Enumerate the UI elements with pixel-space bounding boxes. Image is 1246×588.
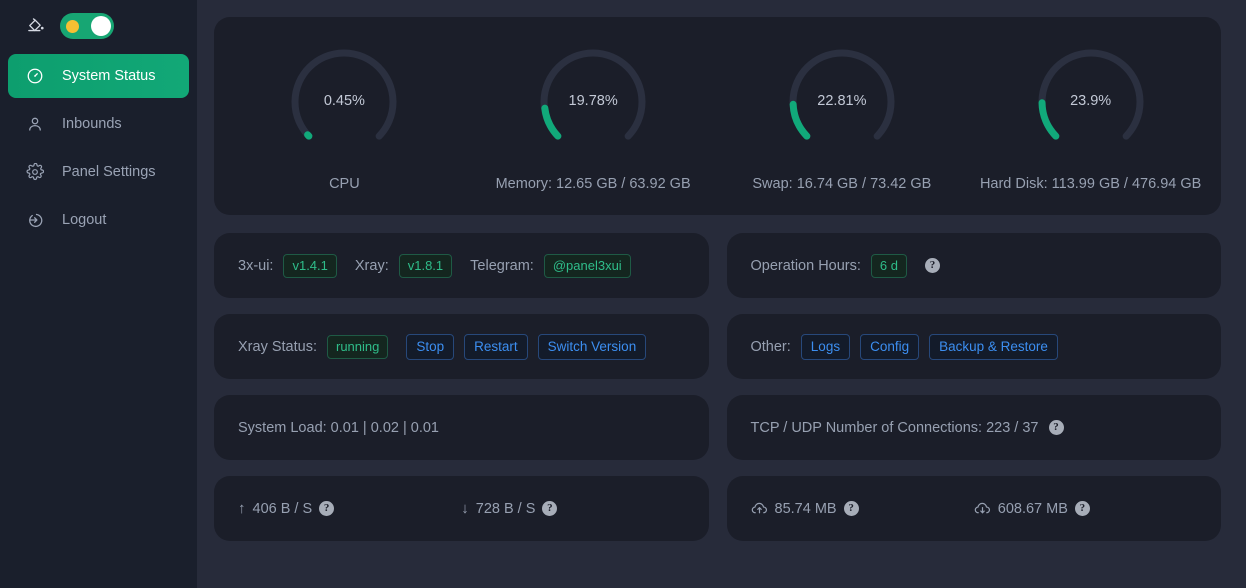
- main-content: 0.45% CPU 19.78% Memory: 12.65 GB / 63.9…: [197, 0, 1246, 588]
- info-rows: 3x-ui: v1.4.1 Xray: v1.8.1 Telegram: @pa…: [214, 233, 1221, 541]
- xui-version-tag[interactable]: v1.4.1: [283, 253, 337, 278]
- gear-icon: [26, 162, 45, 181]
- switch-version-button[interactable]: Switch Version: [537, 333, 647, 360]
- sidebar: System Status Inbounds: [0, 0, 197, 588]
- cloud-download-icon: [974, 500, 991, 517]
- gauge-harddisk: 23.9% Hard Disk: 113.99 GB / 476.94 GB: [966, 40, 1215, 192]
- gauge-swap: 22.81% Swap: 16.74 GB / 73.42 GB: [718, 40, 967, 192]
- gauge-svg: [1038, 49, 1144, 140]
- xray-version-tag[interactable]: v1.8.1: [398, 253, 453, 278]
- gauge-value: 23.9%: [1070, 93, 1112, 109]
- sidebar-item-inbounds[interactable]: Inbounds: [8, 102, 189, 146]
- operation-hours-value: 6 d: [870, 253, 907, 278]
- gauge-label: Hard Disk: 113.99 GB / 476.94 GB: [979, 176, 1202, 192]
- gauge-ring: 23.9%: [1030, 40, 1152, 162]
- theme-paint-icon[interactable]: [26, 16, 46, 36]
- info-row-load: System Load: 0.01 | 0.02 | 0.01 TCP / UD…: [214, 395, 1221, 460]
- gauge-label: Memory: 12.65 GB / 63.92 GB: [495, 176, 691, 192]
- sidebar-item-label: Panel Settings: [62, 163, 156, 180]
- user-icon: [26, 115, 44, 133]
- gauge-value: 22.81%: [817, 93, 867, 109]
- stop-button[interactable]: Stop: [406, 333, 455, 360]
- operation-hours-card: Operation Hours: 6 d ?: [726, 233, 1221, 298]
- help-icon[interactable]: ?: [843, 501, 859, 516]
- system-load-card: System Load: 0.01 | 0.02 | 0.01: [214, 395, 709, 460]
- help-icon[interactable]: ?: [925, 258, 940, 273]
- download-speed-value: 728 B / S: [475, 500, 536, 517]
- gauge-value: 0.45%: [323, 93, 365, 109]
- gauge-label: Swap: 16.74 GB / 73.42 GB: [752, 176, 932, 192]
- operation-hours-label: Operation Hours:: [750, 257, 861, 274]
- sun-icon: [66, 19, 79, 33]
- dashboard-icon: [26, 67, 44, 85]
- gauge-memory: 19.78% Memory: 12.65 GB / 63.92 GB: [469, 40, 718, 192]
- traffic-card: 85.74 MB ?: [726, 476, 1221, 541]
- status-badge: running: [326, 334, 389, 359]
- gauge-ring: 19.78%: [532, 40, 654, 162]
- arrow-up-icon: ↑: [238, 500, 246, 517]
- xray-status-card: Xray Status: running Stop Restart Switch…: [214, 314, 709, 379]
- help-icon[interactable]: ?: [319, 501, 335, 516]
- gauge-ring: 22.81%: [781, 40, 903, 162]
- info-row-traffic: ↑ 406 B / S ? ↓ 728 B / S ?: [214, 476, 1221, 541]
- total-upload: 85.74 MB ?: [751, 500, 974, 517]
- xui-label: 3x-ui:: [238, 257, 274, 274]
- sidebar-item-label: Inbounds: [62, 115, 122, 132]
- sidebar-item-logout[interactable]: Logout: [8, 198, 189, 242]
- telegram-handle-tag[interactable]: @panel3xui: [543, 253, 631, 278]
- total-upload-value: 85.74 MB: [774, 500, 837, 517]
- download-speed: ↓ 728 B / S ?: [461, 501, 684, 517]
- system-gauges-card: 0.45% CPU 19.78% Memory: 12.65 GB / 63.9…: [214, 17, 1221, 215]
- dark-mode-toggle[interactable]: [60, 13, 114, 39]
- sidebar-item-label: System Status: [62, 67, 156, 84]
- sidebar-item-system-status[interactable]: System Status: [8, 54, 189, 98]
- help-icon[interactable]: ?: [1074, 501, 1090, 516]
- info-row-versions: 3x-ui: v1.4.1 Xray: v1.8.1 Telegram: @pa…: [214, 233, 1221, 298]
- gauge-ring: 0.45%: [283, 40, 405, 162]
- help-icon[interactable]: ?: [1048, 420, 1064, 435]
- gauge-label: CPU: [329, 176, 360, 192]
- info-row-status: Xray Status: running Stop Restart Switch…: [214, 314, 1221, 379]
- total-download-value: 608.67 MB: [997, 500, 1068, 517]
- system-load-text: System Load: 0.01 | 0.02 | 0.01: [238, 419, 439, 436]
- restart-button[interactable]: Restart: [464, 333, 528, 360]
- xray-status-label: Xray Status:: [238, 338, 317, 355]
- speed-card: ↑ 406 B / S ? ↓ 728 B / S ?: [214, 476, 709, 541]
- logs-button[interactable]: Logs: [800, 333, 851, 360]
- gauge-svg: [540, 49, 646, 140]
- sidebar-header: [0, 0, 197, 52]
- gauge-cpu: 0.45% CPU: [220, 40, 469, 192]
- gauge-svg: [291, 49, 397, 140]
- gauge-svg: [789, 49, 895, 140]
- logout-icon: [26, 211, 44, 229]
- xray-label: Xray:: [354, 257, 389, 274]
- connections-card: TCP / UDP Number of Connections: 223 / 3…: [726, 395, 1221, 460]
- other-label: Other:: [750, 338, 791, 355]
- connections-text: TCP / UDP Number of Connections: 223 / 3…: [750, 419, 1039, 436]
- toggle-knob: [91, 16, 111, 36]
- upload-speed: ↑ 406 B / S ?: [238, 501, 461, 517]
- arrow-down-icon: ↓: [461, 500, 469, 517]
- backup-restore-button[interactable]: Backup & Restore: [929, 333, 1058, 360]
- other-card: Other: Logs Config Backup & Restore: [726, 314, 1221, 379]
- total-download: 608.67 MB ?: [974, 500, 1197, 517]
- upload-speed-value: 406 B / S: [252, 500, 313, 517]
- config-button[interactable]: Config: [860, 333, 920, 360]
- gauge-value: 19.78%: [568, 93, 618, 109]
- help-icon[interactable]: ?: [542, 501, 558, 516]
- telegram-label: Telegram:: [470, 257, 534, 274]
- sidebar-item-panel-settings[interactable]: Panel Settings: [8, 150, 189, 194]
- versions-card: 3x-ui: v1.4.1 Xray: v1.8.1 Telegram: @pa…: [214, 233, 709, 298]
- cloud-upload-icon: [751, 500, 768, 517]
- sidebar-nav: System Status Inbounds: [0, 54, 197, 242]
- sidebar-item-label: Logout: [62, 211, 107, 228]
